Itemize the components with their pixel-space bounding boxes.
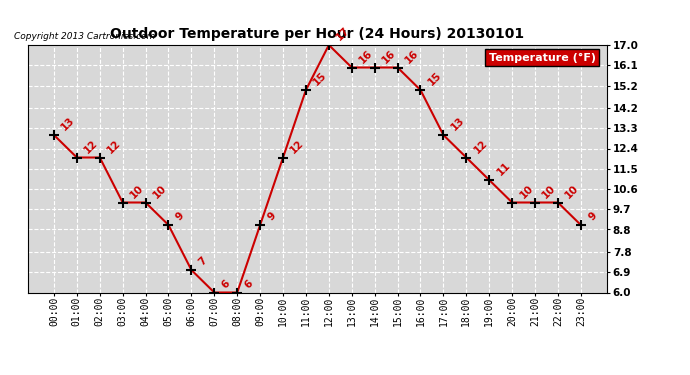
- Text: Copyright 2013 Cartronics.com: Copyright 2013 Cartronics.com: [14, 32, 155, 41]
- Text: 12: 12: [472, 138, 489, 155]
- Text: 13: 13: [449, 116, 466, 133]
- Text: 6: 6: [243, 278, 255, 290]
- Text: 10: 10: [151, 183, 168, 200]
- Text: 10: 10: [564, 183, 581, 200]
- Text: 10: 10: [518, 183, 535, 200]
- Text: 9: 9: [586, 211, 598, 223]
- Text: 16: 16: [380, 48, 397, 65]
- Text: 7: 7: [197, 255, 209, 268]
- Text: 15: 15: [426, 70, 444, 88]
- Text: 10: 10: [540, 183, 558, 200]
- Text: 12: 12: [288, 138, 306, 155]
- Text: 9: 9: [174, 211, 186, 223]
- Text: 11: 11: [495, 160, 512, 178]
- Text: 6: 6: [220, 278, 232, 290]
- Text: 15: 15: [311, 70, 329, 88]
- Text: 12: 12: [82, 138, 100, 155]
- Text: 16: 16: [357, 48, 375, 65]
- Text: 12: 12: [106, 138, 123, 155]
- Text: Temperature (°F): Temperature (°F): [489, 53, 595, 63]
- Text: 13: 13: [59, 116, 77, 133]
- Text: 10: 10: [128, 183, 146, 200]
- Text: 9: 9: [266, 211, 278, 223]
- Title: Outdoor Temperature per Hour (24 Hours) 20130101: Outdoor Temperature per Hour (24 Hours) …: [110, 27, 524, 41]
- Text: 16: 16: [403, 48, 420, 65]
- Text: 17: 17: [335, 26, 352, 43]
